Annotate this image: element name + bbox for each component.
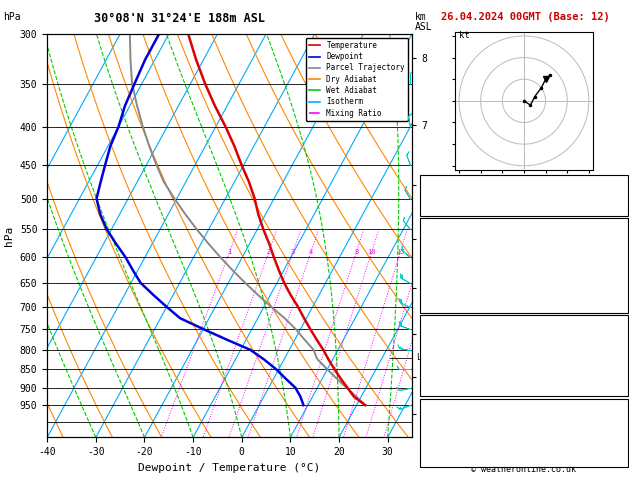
Text: hPa: hPa	[3, 12, 21, 22]
Text: LCL: LCL	[416, 353, 431, 362]
Text: CAPE (J): CAPE (J)	[424, 288, 470, 297]
Text: CAPE (J): CAPE (J)	[424, 372, 470, 381]
Text: 2: 2	[267, 249, 271, 255]
Text: Temp (°C): Temp (°C)	[424, 234, 476, 243]
Text: 317: 317	[607, 261, 624, 270]
Legend: Temperature, Dewpoint, Parcel Trajectory, Dry Adiabat, Wet Adiabat, Isotherm, Mi: Temperature, Dewpoint, Parcel Trajectory…	[306, 38, 408, 121]
Text: CIN (J): CIN (J)	[424, 385, 464, 394]
Text: Pressure (mb): Pressure (mb)	[424, 331, 499, 340]
Text: ASL: ASL	[415, 22, 433, 32]
Text: 1.88: 1.88	[601, 204, 624, 213]
Text: StmDir: StmDir	[424, 442, 459, 451]
Text: km: km	[415, 12, 427, 22]
Text: 850: 850	[607, 331, 624, 340]
Text: 26.04.2024 00GMT (Base: 12): 26.04.2024 00GMT (Base: 12)	[441, 12, 610, 22]
Text: 3: 3	[291, 249, 295, 255]
Text: 0: 0	[618, 288, 624, 297]
Text: StmSpd (kt): StmSpd (kt)	[424, 455, 487, 464]
Text: θᵉ (K): θᵉ (K)	[424, 345, 459, 353]
Text: 4: 4	[309, 249, 313, 255]
Text: Totals Totals: Totals Totals	[424, 191, 499, 200]
Text: 325: 325	[607, 345, 624, 353]
Text: 10: 10	[367, 249, 376, 255]
Text: Lifted Index: Lifted Index	[424, 275, 493, 283]
Text: CIN (J): CIN (J)	[424, 301, 464, 311]
Text: 9.1: 9.1	[607, 247, 624, 256]
Text: 5: 5	[618, 415, 624, 424]
Y-axis label: hPa: hPa	[4, 226, 14, 246]
Text: 16: 16	[613, 177, 624, 186]
Text: 250°: 250°	[601, 442, 624, 451]
Text: 1: 1	[618, 358, 624, 367]
Text: © weatheronline.co.uk: © weatheronline.co.uk	[472, 465, 576, 474]
Text: Dewp (°C): Dewp (°C)	[424, 247, 476, 256]
Text: 30°08'N 31°24'E 188m ASL: 30°08'N 31°24'E 188m ASL	[94, 12, 265, 25]
Text: 13: 13	[613, 455, 624, 464]
Text: 8: 8	[354, 249, 359, 255]
Text: 21: 21	[613, 372, 624, 381]
Text: θᵉ(K): θᵉ(K)	[424, 261, 453, 270]
Text: SREH: SREH	[424, 428, 447, 437]
Text: 15: 15	[396, 249, 404, 255]
Text: 87: 87	[613, 428, 624, 437]
Text: Most Unstable: Most Unstable	[487, 317, 561, 327]
Text: 4: 4	[618, 275, 624, 283]
Text: kt: kt	[459, 31, 470, 40]
Text: Mixing Ratio (g/kg): Mixing Ratio (g/kg)	[430, 202, 438, 290]
Text: Hodograph: Hodograph	[498, 401, 550, 410]
Text: 0: 0	[618, 301, 624, 311]
Text: Surface: Surface	[504, 220, 544, 229]
Text: 51: 51	[613, 191, 624, 200]
Text: EH: EH	[424, 415, 435, 424]
Text: PW (cm): PW (cm)	[424, 204, 464, 213]
Text: Lifted Index: Lifted Index	[424, 358, 493, 367]
X-axis label: Dewpoint / Temperature (°C): Dewpoint / Temperature (°C)	[138, 463, 321, 473]
Text: 70: 70	[613, 385, 624, 394]
Text: K: K	[424, 177, 430, 186]
Text: 1: 1	[227, 249, 231, 255]
Text: 21.8: 21.8	[601, 234, 624, 243]
